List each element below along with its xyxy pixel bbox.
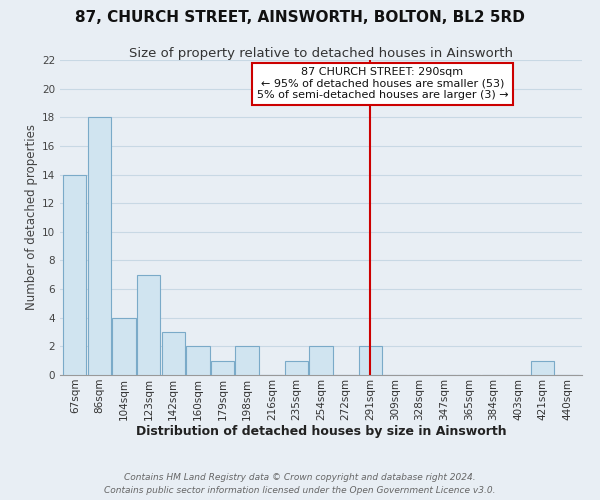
Title: Size of property relative to detached houses in Ainsworth: Size of property relative to detached ho…	[129, 47, 513, 60]
Bar	[186, 346, 209, 375]
Text: Contains HM Land Registry data © Crown copyright and database right 2024.
Contai: Contains HM Land Registry data © Crown c…	[104, 474, 496, 495]
Text: 87 CHURCH STREET: 290sqm
← 95% of detached houses are smaller (53)
5% of semi-de: 87 CHURCH STREET: 290sqm ← 95% of detach…	[257, 67, 508, 100]
Bar	[161, 332, 185, 375]
Bar	[359, 346, 382, 375]
Bar	[531, 360, 554, 375]
Bar	[88, 118, 111, 375]
Bar	[112, 318, 136, 375]
Text: 87, CHURCH STREET, AINSWORTH, BOLTON, BL2 5RD: 87, CHURCH STREET, AINSWORTH, BOLTON, BL…	[75, 10, 525, 25]
X-axis label: Distribution of detached houses by size in Ainsworth: Distribution of detached houses by size …	[136, 426, 506, 438]
Bar	[310, 346, 332, 375]
Bar	[284, 360, 308, 375]
Bar	[211, 360, 234, 375]
Y-axis label: Number of detached properties: Number of detached properties	[25, 124, 38, 310]
Bar	[235, 346, 259, 375]
Bar	[137, 275, 160, 375]
Bar	[63, 174, 86, 375]
